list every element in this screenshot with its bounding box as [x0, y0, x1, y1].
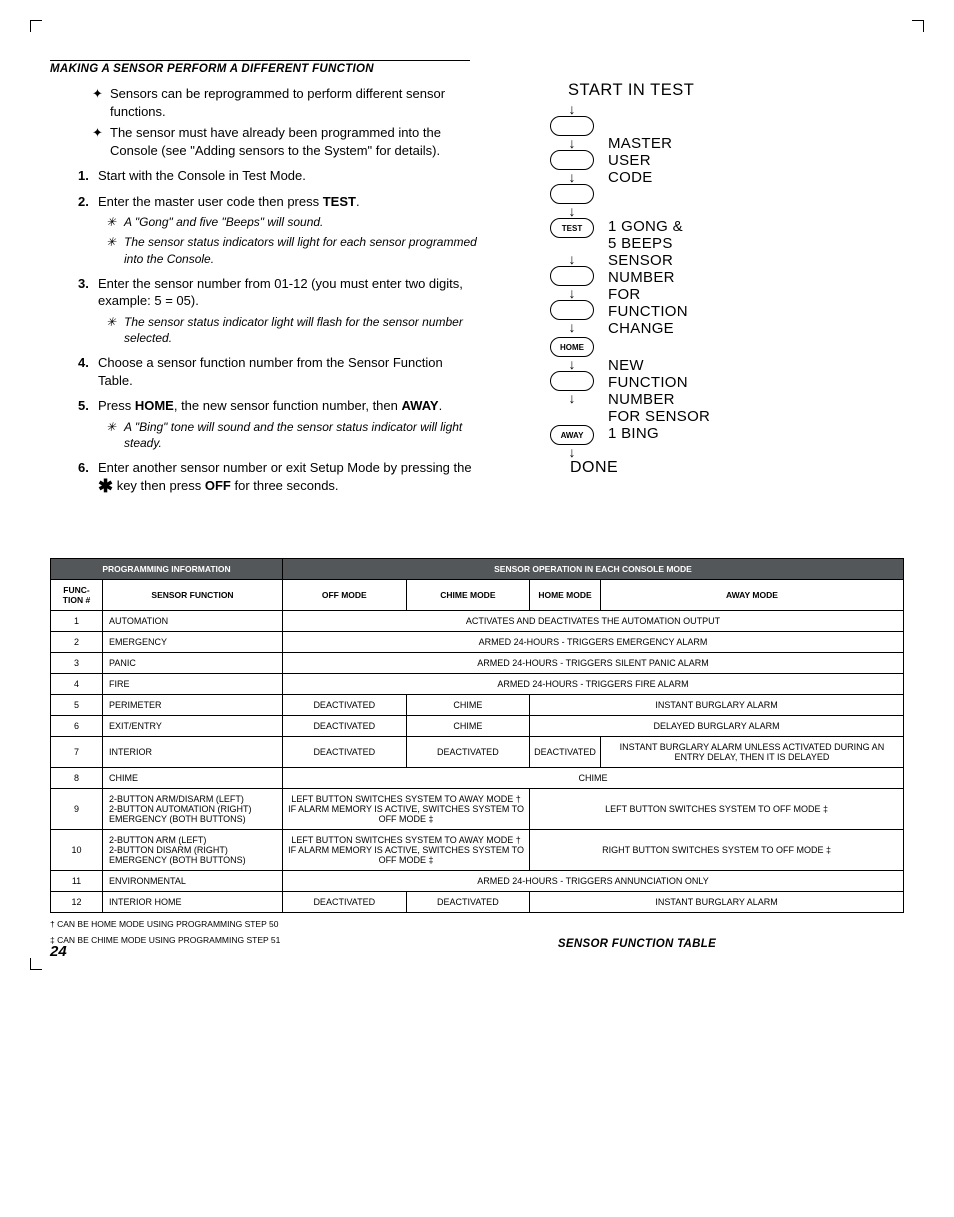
col-func-num: FUNC- TION #	[51, 580, 103, 611]
flow-label-bing: 1 BING	[608, 425, 659, 445]
flowchart: START IN TEST ↓ ↓ ↓ MASTER USER CODE ↓ T…	[520, 81, 800, 477]
flow-home-button: HOME	[550, 337, 594, 357]
page-number: 24	[50, 943, 370, 960]
flow-done: DONE	[570, 459, 800, 477]
table-row: 1AUTOMATIONACTIVATES AND DEACTIVATES THE…	[51, 611, 904, 632]
flow-button	[550, 266, 594, 286]
step-6: 6.Enter another sensor number or exit Se…	[78, 459, 480, 494]
col-chime-mode: CHIME MODE	[406, 580, 530, 611]
arrow-icon: ↓	[550, 204, 594, 218]
arrow-icon: ↓	[550, 252, 594, 266]
step-3-sub-1: ✳The sensor status indicator light will …	[106, 314, 480, 346]
table-row: 4FIREARMED 24-HOURS - TRIGGERS FIRE ALAR…	[51, 674, 904, 695]
table-row: 7INTERIORDEACTIVATEDDEACTIVATEDDEACTIVAT…	[51, 737, 904, 768]
step-2: 2.Enter the master user code then press …	[78, 193, 480, 211]
arrow-icon: ↓	[550, 391, 594, 405]
footnote-1: † CAN BE HOME MODE USING PROGRAMMING STE…	[50, 919, 370, 929]
table-row: 3PANICARMED 24-HOURS - TRIGGERS SILENT P…	[51, 653, 904, 674]
table-row: 5PERIMETERDEACTIVATEDCHIMEINSTANT BURGLA…	[51, 695, 904, 716]
col-off-mode: OFF MODE	[283, 580, 407, 611]
step-5-sub-1: ✳A "Bing" tone will sound and the sensor…	[106, 419, 480, 451]
flow-label-gong: 1 GONG & 5 BEEPS	[608, 218, 683, 252]
table-row: 92-BUTTON ARM/DISARM (LEFT) 2-BUTTON AUT…	[51, 789, 904, 830]
table-row: 11ENVIRONMENTALARMED 24-HOURS - TRIGGERS…	[51, 871, 904, 892]
flow-label-sensor: SENSOR NUMBER FOR FUNCTION CHANGE	[608, 252, 688, 337]
table-row: 2EMERGENCYARMED 24-HOURS - TRIGGERS EMER…	[51, 632, 904, 653]
arrow-icon: ↓	[550, 170, 594, 184]
table-row: 6EXIT/ENTRYDEACTIVATEDCHIMEDELAYED BURGL…	[51, 716, 904, 737]
flow-title: START IN TEST	[568, 81, 800, 100]
flow-button	[550, 150, 594, 170]
section-title: MAKING A SENSOR PERFORM A DIFFERENT FUNC…	[50, 63, 904, 75]
flow-label-new: NEW FUNCTION NUMBER FOR SENSOR	[608, 357, 710, 425]
step-5: 5.Press HOME, the new sensor function nu…	[78, 397, 480, 415]
arrow-icon: ↓	[550, 286, 594, 300]
arrow-icon: ↓	[550, 357, 594, 371]
col-home-mode: HOME MODE	[530, 580, 601, 611]
bullet-1: ✦Sensors can be reprogrammed to perform …	[92, 85, 480, 120]
table-header-prog: PROGRAMMING INFORMATION	[51, 559, 283, 580]
table-header-op: SENSOR OPERATION IN EACH CONSOLE MODE	[283, 559, 904, 580]
col-away-mode: AWAY MODE	[600, 580, 903, 611]
sensor-function-table: PROGRAMMING INFORMATION SENSOR OPERATION…	[50, 558, 904, 913]
table-row: 8CHIMECHIME	[51, 768, 904, 789]
flow-button	[550, 116, 594, 136]
col-sensor-func: SENSOR FUNCTION	[103, 580, 283, 611]
step-4: 4.Choose a sensor function number from t…	[78, 354, 480, 389]
table-row: 12INTERIOR HOMEDEACTIVATEDDEACTIVATEDINS…	[51, 892, 904, 913]
step-2-sub-2: ✳The sensor status indicators will light…	[106, 234, 480, 266]
flow-away-button: AWAY	[550, 425, 594, 445]
table-title: SENSOR FUNCTION TABLE	[370, 938, 904, 950]
flow-button	[550, 184, 594, 204]
arrow-icon: ↓	[550, 136, 594, 150]
arrow-icon: ↓	[550, 102, 594, 116]
step-1: 1.Start with the Console in Test Mode.	[78, 167, 480, 185]
flow-label-master: MASTER USER CODE	[608, 135, 672, 186]
table-row: 102-BUTTON ARM (LEFT) 2-BUTTON DISARM (R…	[51, 830, 904, 871]
flow-test-button: TEST	[550, 218, 594, 238]
text-column: ✦Sensors can be reprogrammed to perform …	[50, 81, 480, 498]
arrow-icon: ↓	[550, 445, 594, 459]
flow-button	[550, 300, 594, 320]
bullet-2: ✦The sensor must have already been progr…	[92, 124, 480, 159]
arrow-icon: ↓	[550, 320, 594, 334]
flow-button	[550, 371, 594, 391]
step-2-sub-1: ✳A "Gong" and five "Beeps" will sound.	[106, 214, 480, 230]
step-3: 3.Enter the sensor number from 01-12 (yo…	[78, 275, 480, 310]
